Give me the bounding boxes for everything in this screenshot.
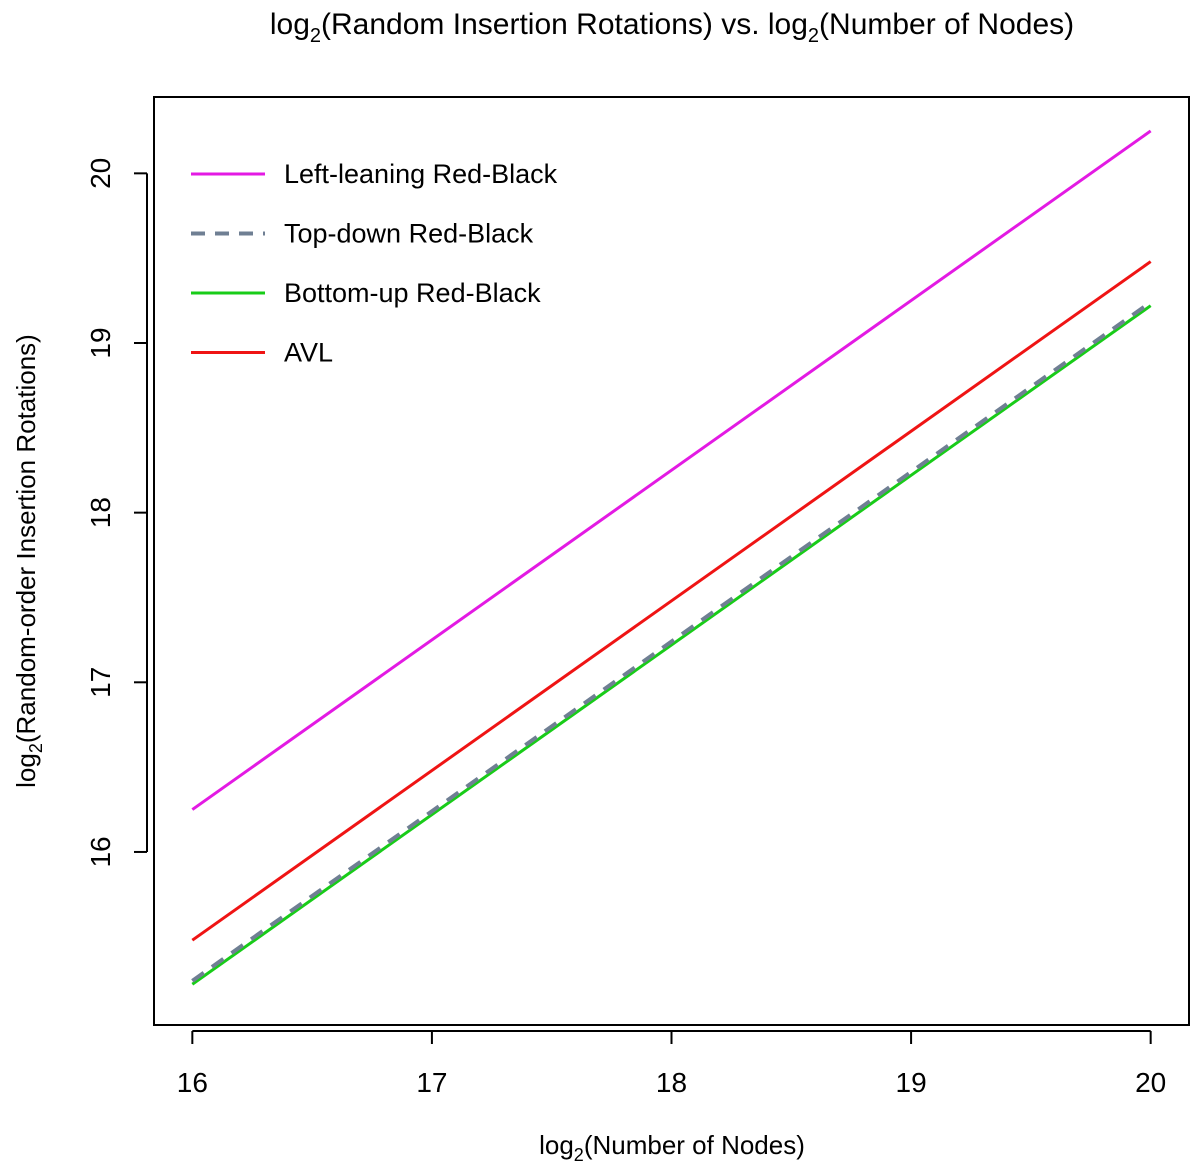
series-group [191,129,1152,986]
y-tick-label: 19 [85,327,116,358]
legend-label: Bottom-up Red-Black [284,278,541,308]
x-axis: 16 17 18 19 20 [177,1030,1166,1098]
chart-title: log2(Random Insertion Rotations) vs. log… [270,8,1074,47]
y-axis-label: log2(Random-order Insertion Rotations) [11,334,46,788]
legend-label: Left-leaning Red-Black [284,159,558,189]
x-tick-label: 18 [656,1067,687,1098]
series-line [191,300,1152,983]
x-tick-label: 20 [1135,1067,1166,1098]
legend-label: Top-down Red-Black [284,219,534,249]
series-line [191,129,1152,811]
plot-frame [153,96,1190,1026]
y-tick-label: 18 [85,497,116,528]
series-line [191,304,1152,986]
x-tick-label: 17 [416,1067,447,1098]
y-tick-label: 20 [85,158,116,189]
legend: Left-leaning Red-Black Top-down Red-Black… [191,159,558,368]
y-axis: 16 17 18 19 20 [85,158,148,868]
y-tick-label: 17 [85,667,116,698]
x-tick-label: 19 [896,1067,927,1098]
x-tick-label: 16 [177,1067,208,1098]
x-axis-label: log2(Number of Nodes) [539,1130,805,1165]
series-line [191,260,1152,942]
legend-label: AVL [284,338,333,368]
y-tick-label: 16 [85,836,116,867]
